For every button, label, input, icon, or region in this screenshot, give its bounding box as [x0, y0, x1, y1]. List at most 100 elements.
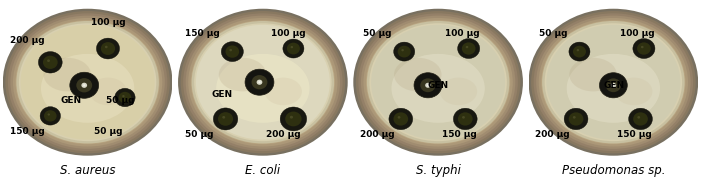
Circle shape	[397, 116, 400, 119]
Circle shape	[43, 56, 57, 69]
Circle shape	[285, 112, 301, 126]
Ellipse shape	[20, 25, 155, 140]
Text: 200 μg: 200 μg	[536, 130, 570, 139]
Text: 150 μg: 150 μg	[442, 130, 476, 139]
Circle shape	[245, 69, 274, 95]
Ellipse shape	[6, 11, 170, 153]
Ellipse shape	[391, 54, 485, 123]
Circle shape	[393, 112, 408, 126]
Circle shape	[70, 72, 99, 98]
Circle shape	[637, 42, 651, 55]
Text: GEN: GEN	[60, 96, 81, 105]
Circle shape	[637, 116, 640, 119]
Circle shape	[252, 75, 267, 89]
Ellipse shape	[264, 78, 302, 105]
Circle shape	[122, 95, 125, 97]
Circle shape	[76, 78, 92, 92]
Ellipse shape	[545, 23, 682, 141]
Circle shape	[290, 116, 293, 119]
Ellipse shape	[371, 25, 505, 140]
Circle shape	[226, 45, 239, 58]
Text: 50 μg: 50 μg	[185, 130, 213, 139]
Circle shape	[105, 46, 108, 48]
Ellipse shape	[541, 20, 686, 144]
Text: 100 μg: 100 μg	[620, 29, 655, 38]
Text: 50 μg: 50 μg	[364, 29, 392, 38]
Text: 50 μg: 50 μg	[95, 127, 123, 136]
Ellipse shape	[194, 23, 332, 141]
Circle shape	[280, 107, 306, 131]
Ellipse shape	[367, 21, 510, 143]
Ellipse shape	[569, 58, 617, 91]
Text: S. typhi: S. typhi	[416, 164, 461, 177]
Ellipse shape	[19, 23, 156, 141]
Circle shape	[81, 83, 87, 88]
Circle shape	[458, 112, 472, 126]
Ellipse shape	[41, 54, 135, 123]
Text: 100 μg: 100 μg	[271, 29, 306, 38]
Ellipse shape	[366, 20, 510, 144]
Ellipse shape	[440, 78, 477, 105]
Circle shape	[641, 46, 644, 48]
Text: 150 μg: 150 μg	[617, 130, 651, 139]
Ellipse shape	[178, 9, 348, 156]
Circle shape	[633, 39, 655, 58]
Circle shape	[629, 108, 653, 130]
Circle shape	[229, 49, 232, 51]
Ellipse shape	[364, 18, 512, 146]
Circle shape	[599, 73, 627, 98]
Ellipse shape	[539, 18, 688, 146]
Circle shape	[414, 73, 442, 98]
Ellipse shape	[361, 16, 515, 149]
Ellipse shape	[546, 25, 681, 140]
Circle shape	[213, 108, 238, 130]
Ellipse shape	[219, 58, 266, 91]
Text: 200 μg: 200 μg	[266, 130, 301, 139]
Circle shape	[573, 46, 586, 57]
Text: E. coli: E. coli	[245, 164, 280, 177]
Circle shape	[222, 42, 243, 62]
Circle shape	[287, 43, 300, 54]
Circle shape	[115, 88, 135, 107]
Ellipse shape	[358, 13, 518, 151]
Ellipse shape	[191, 20, 335, 144]
Ellipse shape	[394, 58, 442, 91]
Circle shape	[611, 83, 616, 88]
Ellipse shape	[15, 20, 160, 144]
Ellipse shape	[186, 16, 340, 149]
Ellipse shape	[529, 9, 698, 156]
Circle shape	[389, 108, 413, 130]
Ellipse shape	[89, 78, 127, 105]
Ellipse shape	[353, 9, 523, 156]
Circle shape	[259, 81, 261, 83]
Circle shape	[397, 46, 411, 57]
Text: 150 μg: 150 μg	[10, 127, 44, 136]
Text: GEN: GEN	[212, 90, 233, 99]
Circle shape	[118, 92, 131, 103]
Circle shape	[564, 108, 588, 130]
Circle shape	[569, 42, 590, 61]
Ellipse shape	[8, 13, 168, 151]
Circle shape	[633, 112, 648, 126]
Ellipse shape	[566, 54, 660, 123]
Text: GEN: GEN	[603, 81, 625, 90]
Circle shape	[44, 110, 57, 122]
Circle shape	[462, 42, 475, 55]
Circle shape	[394, 42, 415, 61]
Ellipse shape	[191, 21, 334, 143]
Circle shape	[462, 116, 465, 119]
Circle shape	[427, 84, 429, 86]
Circle shape	[458, 39, 479, 58]
Ellipse shape	[189, 18, 337, 146]
Circle shape	[573, 116, 576, 119]
Circle shape	[222, 116, 225, 119]
Circle shape	[426, 83, 430, 88]
Ellipse shape	[533, 13, 693, 151]
Circle shape	[40, 107, 60, 125]
Circle shape	[218, 112, 233, 126]
Ellipse shape	[43, 58, 91, 91]
Circle shape	[291, 46, 293, 48]
Text: 50 μg: 50 μg	[107, 96, 135, 105]
Text: 100 μg: 100 μg	[445, 29, 479, 38]
Circle shape	[421, 78, 435, 92]
